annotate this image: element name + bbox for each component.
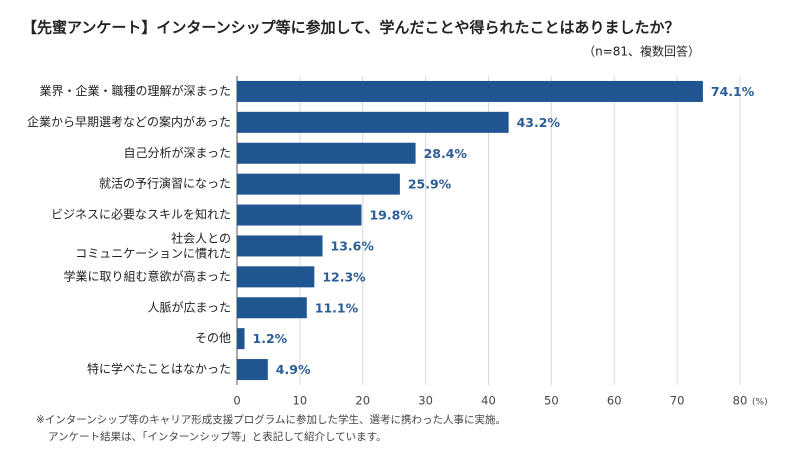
bar: [237, 328, 245, 350]
value-label: 11.1%: [315, 300, 359, 315]
footnote: ※インターンシップ等のキャリア形成支援プログラムに参加した学生、選考に携わった人…: [36, 413, 506, 426]
value-label: 12.3%: [322, 269, 366, 284]
bar: [237, 235, 323, 257]
bar: [237, 297, 307, 319]
value-label: 13.6%: [331, 238, 375, 253]
y-tick-label: 就活の予行演習になった: [99, 176, 231, 191]
y-tick-label: 業界・企業・職種の理解が深まった: [39, 83, 231, 98]
bar: [237, 266, 315, 288]
chart-title: 【先蜜アンケート】インターンシップ等に参加して、学んだことや得られたことはありま…: [22, 19, 679, 37]
x-tick-label: 20: [355, 394, 370, 408]
value-label: 43.2%: [517, 115, 561, 130]
y-tick-label: ビジネスに必要なスキルを知れた: [51, 208, 231, 222]
x-tick-label: 50: [544, 394, 559, 408]
x-tick-label: 30: [418, 394, 433, 408]
x-tick-label: 60: [607, 394, 622, 408]
y-tick-label: 学業に取り組む意欲が高まった: [63, 268, 231, 283]
y-tick-label: 自己分析が深まった: [123, 145, 231, 160]
x-tick-label: 70: [670, 394, 685, 408]
value-label: 25.9%: [408, 177, 452, 192]
y-tick-label: 企業から早期選考などの案内があった: [27, 114, 231, 129]
bar: [237, 80, 703, 102]
y-tick-label: 人脈が広まった: [147, 299, 231, 314]
bar: [237, 359, 268, 381]
bar: [237, 111, 509, 133]
bar: [237, 142, 416, 164]
value-label: 4.9%: [276, 362, 311, 377]
bar: [237, 204, 362, 226]
x-tick-label: 0: [233, 394, 240, 408]
footnote: アンケート結果は、「インターンシップ等」と表記して紹介しています。: [48, 430, 387, 443]
bar: [237, 173, 400, 195]
value-label: 28.4%: [424, 146, 468, 161]
x-tick-label: 40: [481, 394, 496, 408]
x-unit: (%): [752, 398, 768, 408]
y-tick-label: その他: [195, 331, 231, 345]
value-label: 19.8%: [369, 208, 413, 223]
y-tick-label: 特に学べたことはなかった: [87, 361, 231, 376]
value-label: 1.2%: [253, 331, 288, 346]
value-label: 74.1%: [711, 84, 755, 99]
x-tick-label: 80: [733, 394, 748, 408]
x-tick-label: 10: [293, 394, 308, 408]
chart-subtitle: （n=81、複数回答）: [583, 44, 700, 59]
y-tick-label: 社会人とのコミュニケーションに慣れた: [75, 230, 231, 260]
